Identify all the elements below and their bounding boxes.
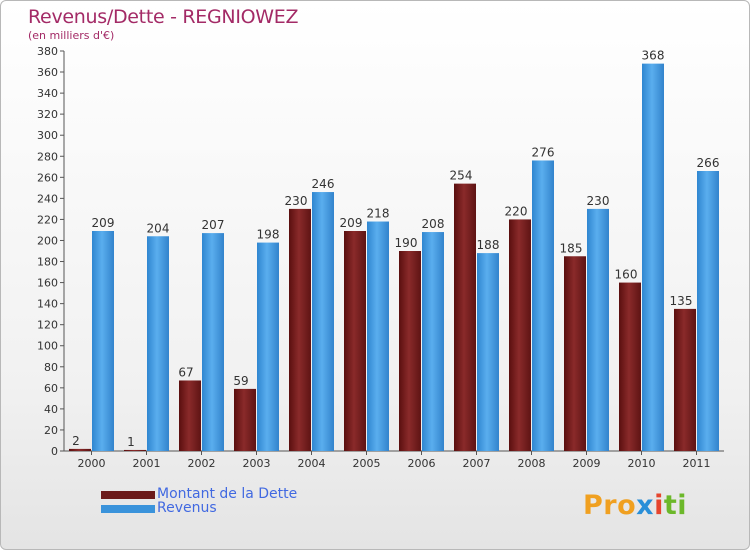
data-label-revenus: 209 <box>92 216 115 230</box>
legend-swatch-dette <box>101 491 155 499</box>
bar-dette <box>619 282 641 451</box>
y-tick-label: 120 <box>37 319 58 332</box>
x-tick-label: 2003 <box>243 457 271 470</box>
chart-data-labels: 2 209 1 204 67 207 59 198 230 246 209 218 190 208 254 1… <box>72 49 719 449</box>
chart-bars <box>69 63 719 452</box>
data-label-revenus: 246 <box>312 177 335 191</box>
y-tick-label: 200 <box>37 234 58 247</box>
legend-label-dette: Montant de la Dette <box>157 486 298 502</box>
bar-dette <box>69 448 91 451</box>
bar-revenus <box>147 236 169 451</box>
bar-dette <box>674 308 696 451</box>
data-label-revenus: 208 <box>422 217 445 231</box>
x-tick-label: 2002 <box>188 457 216 470</box>
x-tick-label: 2001 <box>133 457 161 470</box>
chart-subtitle: (en milliers d'€) <box>28 29 115 42</box>
y-tick-label: 40 <box>44 403 58 416</box>
x-tick-label: 2007 <box>463 457 491 470</box>
data-label-dette: 2 <box>72 434 80 448</box>
proxiti-logo: Proxiti <box>583 490 688 521</box>
data-label-dette: 59 <box>233 374 248 388</box>
bar-revenus <box>202 233 224 451</box>
y-tick-label: 60 <box>44 382 58 395</box>
bar-dette <box>124 449 146 451</box>
bar-revenus <box>532 160 554 451</box>
data-label-revenus: 266 <box>697 156 720 170</box>
y-tick-label: 280 <box>37 150 58 163</box>
x-tick-label: 2006 <box>408 457 436 470</box>
bar-dette <box>344 231 366 451</box>
bar-revenus <box>477 253 499 451</box>
data-label-dette: 254 <box>450 169 473 183</box>
bar-dette <box>289 208 311 451</box>
data-label-dette: 190 <box>395 236 418 250</box>
data-label-dette: 160 <box>615 268 638 282</box>
bar-dette <box>399 251 421 451</box>
chart-axes: 0 20 40 60 80 100 120 140 160 180 200 220 240 260 280 3… <box>37 45 724 470</box>
y-tick-label: 220 <box>37 213 58 226</box>
data-label-revenus: 368 <box>642 49 665 63</box>
bar-revenus <box>92 231 114 451</box>
data-label-revenus: 198 <box>257 228 280 242</box>
y-tick-label: 140 <box>37 298 58 311</box>
bar-revenus <box>422 232 444 451</box>
data-label-revenus: 218 <box>367 207 390 221</box>
bar-revenus <box>697 171 719 451</box>
data-label-revenus: 230 <box>587 194 610 208</box>
x-tick-label: 2005 <box>353 457 381 470</box>
y-tick-label: 0 <box>51 445 58 458</box>
bar-revenus <box>367 221 389 451</box>
bar-revenus <box>257 242 279 451</box>
data-label-revenus: 207 <box>202 218 225 232</box>
y-tick-label: 240 <box>37 192 58 205</box>
bar-revenus <box>642 63 664 451</box>
bar-dette <box>454 183 476 451</box>
x-tick-label: 2008 <box>518 457 546 470</box>
data-label-dette: 1 <box>127 435 135 449</box>
x-tick-label: 2009 <box>573 457 601 470</box>
bar-dette <box>564 256 586 451</box>
legend-swatch-revenus <box>101 505 155 513</box>
bar-revenus <box>312 192 334 452</box>
bar-revenus <box>587 208 609 451</box>
y-tick-label: 360 <box>37 66 58 79</box>
y-tick-label: 340 <box>37 87 58 100</box>
data-label-revenus: 188 <box>477 238 500 252</box>
data-label-revenus: 204 <box>147 221 170 235</box>
y-tick-label: 180 <box>37 256 58 269</box>
bar-dette <box>509 219 531 451</box>
chart-title: Revenus/Dette - REGNIOWEZ <box>28 6 299 28</box>
x-tick-label: 2010 <box>628 457 656 470</box>
data-label-dette: 135 <box>670 294 693 308</box>
x-tick-label: 2000 <box>78 457 106 470</box>
y-tick-label: 380 <box>37 45 58 58</box>
y-tick-label: 320 <box>37 108 58 121</box>
y-tick-label: 260 <box>37 171 58 184</box>
legend-label-revenus: Revenus <box>157 500 217 516</box>
x-tick-label: 2011 <box>683 457 711 470</box>
y-tick-label: 100 <box>37 340 58 353</box>
y-tick-label: 300 <box>37 129 58 142</box>
data-label-revenus: 276 <box>532 145 555 159</box>
data-label-dette: 209 <box>340 216 363 230</box>
data-label-dette: 220 <box>505 204 528 218</box>
x-tick-label: 2004 <box>298 457 326 470</box>
y-tick-label: 160 <box>37 277 58 290</box>
data-label-dette: 230 <box>285 194 308 208</box>
data-label-dette: 67 <box>178 365 193 379</box>
y-tick-label: 80 <box>44 361 58 374</box>
data-label-dette: 185 <box>560 241 583 255</box>
y-tick-label: 20 <box>44 424 58 437</box>
bar-dette <box>234 388 256 451</box>
bar-dette <box>179 380 201 451</box>
